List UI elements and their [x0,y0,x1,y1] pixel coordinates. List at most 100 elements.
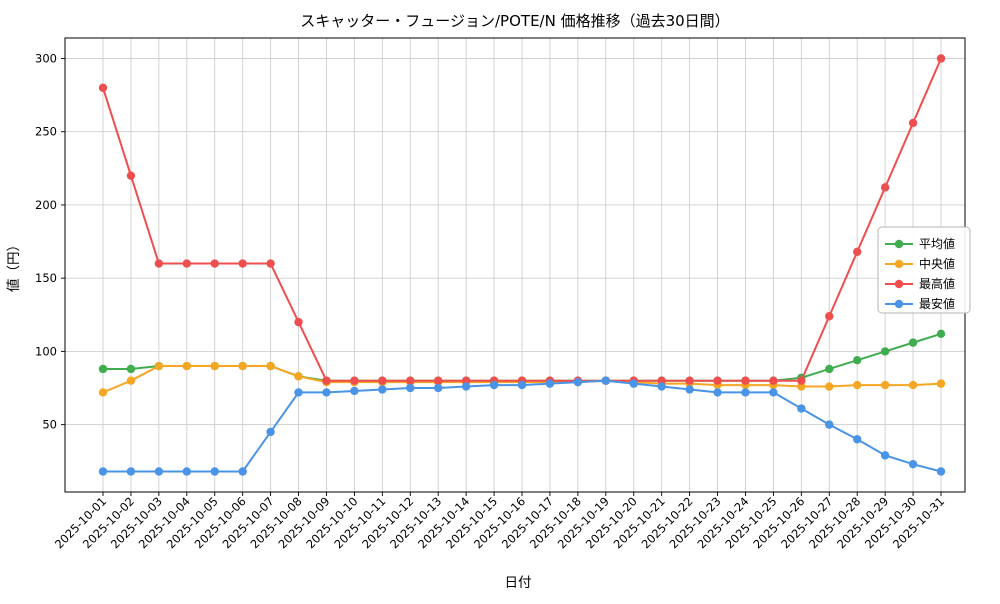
marker-max [434,376,443,385]
marker-max [936,54,946,63]
y-tick-label: 150 [35,271,57,285]
marker-max [880,183,890,192]
marker-median [266,361,275,371]
marker-min [741,388,750,397]
marker-min [378,385,387,394]
marker-min [182,467,191,476]
marker-max [797,376,806,385]
marker-min [657,382,666,391]
plot-area: 501001502002503002025-10-012025-10-02202… [35,37,971,551]
legend-item-label: 最安値 [919,296,955,311]
y-tick-label: 100 [35,344,57,358]
marker-max [853,247,862,257]
marker-max [461,376,471,385]
marker-median [210,361,219,371]
marker-min [853,435,862,444]
marker-min [238,467,247,476]
marker-max [266,259,275,268]
marker-average [908,338,918,347]
marker-average [880,347,890,356]
y-axis-label: 値（円） [6,238,22,292]
marker-min [126,467,136,476]
legend-item-median: 中央値 [885,256,955,271]
marker-min [545,379,555,388]
marker-max [825,312,834,321]
marker-max [98,83,108,92]
marker-average [825,364,834,374]
legend-marker-dot [894,259,904,269]
marker-min [685,385,694,394]
marker-min [461,382,471,391]
y-tick-label: 200 [35,198,57,212]
marker-max [238,259,247,268]
marker-max [350,376,359,385]
marker-max [126,171,136,180]
marker-min [880,451,890,460]
marker-median [182,361,191,371]
marker-max [378,376,387,385]
marker-min [769,388,778,397]
marker-average [98,364,108,374]
marker-min [350,386,359,396]
marker-max [294,317,303,327]
marker-min [797,404,806,413]
marker-average [853,355,862,365]
y-tick-label: 50 [42,418,57,432]
marker-average [126,364,136,374]
legend-item-label: 最高値 [919,276,955,291]
y-tick-label: 250 [35,125,57,139]
legend-item-max: 最高値 [885,276,955,291]
legend-item-label: 平均値 [919,236,955,251]
marker-min [629,379,638,388]
x-axis-label: 日付 [505,575,532,591]
marker-median [98,388,108,397]
marker-median [797,382,806,391]
legend-box [877,226,971,314]
legend-item-min: 最安値 [885,296,955,311]
marker-min [266,427,275,437]
marker-average [936,329,946,339]
marker-min [434,383,443,393]
legend-marker-dot [894,279,904,289]
marker-min [573,377,583,387]
marker-min [713,388,722,397]
marker-max [685,376,694,385]
marker-median [238,361,247,371]
legend-marker-dot [894,299,904,309]
legend-item-average: 平均値 [885,236,955,251]
marker-median [853,380,862,390]
marker-min [517,380,527,390]
marker-min [210,467,219,476]
marker-min [294,388,303,397]
marker-min [601,376,610,385]
marker-max [713,376,722,385]
marker-max [210,259,219,268]
legend-marker-dot [894,239,904,249]
marker-median [154,361,164,371]
marker-max [182,259,191,268]
marker-min [908,459,918,469]
marker-min [489,380,499,390]
marker-min [322,388,331,397]
marker-median [936,379,946,388]
marker-min [825,420,834,429]
legend-item-label: 中央値 [919,256,955,271]
marker-max [908,118,918,128]
marker-median [825,382,834,391]
marker-median [908,380,918,390]
marker-max [769,376,778,385]
marker-max [406,376,415,385]
marker-min [154,467,164,476]
marker-median [880,380,890,390]
marker-max [657,376,666,385]
marker-min [936,467,946,476]
marker-min [406,383,415,393]
marker-median [126,376,136,385]
y-tick-label: 300 [35,52,57,66]
marker-median [294,372,303,381]
marker-max [154,259,164,268]
chart-title: スキャッター・フュージョン/POTE/N 価格推移（過去30日間） [300,12,729,30]
